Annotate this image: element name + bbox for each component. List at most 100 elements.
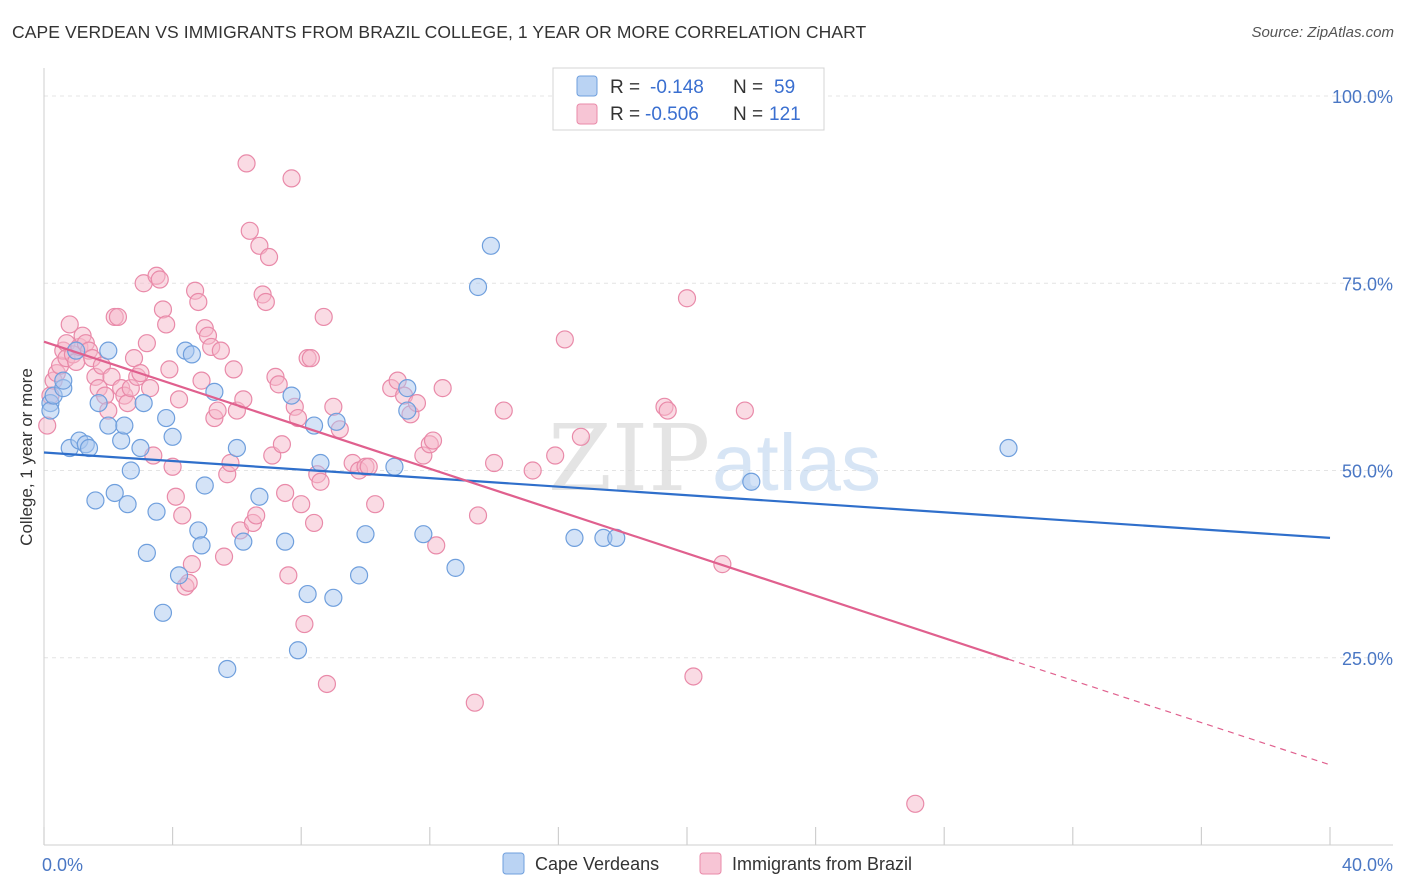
point-cape-verdeans-20	[134, 393, 153, 413]
legend-r-label-2: R =	[610, 104, 640, 125]
point-immigrants-from-brazil-95	[366, 495, 385, 514]
gridlines	[44, 95, 1393, 659]
point-immigrants-from-brazil-66	[247, 506, 266, 525]
point-immigrants-from-brazil-110	[523, 461, 542, 480]
point-cape-verdeans-9	[79, 438, 99, 458]
point-cape-verdeans-6	[67, 341, 86, 360]
point-cape-verdeans-58	[999, 438, 1018, 458]
point-immigrants-from-brazil-73	[269, 375, 288, 394]
point-immigrants-from-brazil-74	[272, 435, 292, 454]
point-cape-verdeans-21	[137, 543, 156, 562]
point-cape-verdeans-17	[118, 495, 137, 514]
point-immigrants-from-brazil-116	[677, 289, 697, 308]
point-immigrants-from-brazil-59	[224, 360, 243, 379]
bottom-legend-cape-verdeans: Cape Verdeans	[535, 854, 659, 874]
point-immigrants-from-brazil-32	[137, 334, 156, 353]
point-immigrants-from-brazil-106	[465, 693, 484, 712]
point-immigrants-from-brazil-109	[494, 401, 513, 420]
point-immigrants-from-brazil-69	[256, 292, 275, 312]
legend-swatch-pink	[576, 103, 598, 125]
x-tick-label-0: 0.0%	[42, 855, 83, 875]
point-cape-verdeans-30	[192, 536, 211, 555]
point-cape-verdeans-49	[398, 401, 417, 420]
point-immigrants-from-brazil-48	[189, 292, 208, 312]
point-immigrants-from-brazil-42	[169, 390, 189, 409]
point-cape-verdeans-16	[115, 416, 134, 435]
point-cape-verdeans-34	[227, 438, 246, 458]
point-cape-verdeans-45	[349, 566, 369, 585]
point-immigrants-from-brazil-79	[288, 408, 308, 428]
point-cape-verdeans-24	[157, 408, 176, 428]
point-cape-verdeans-37	[276, 532, 295, 551]
point-immigrants-from-brazil-55	[211, 341, 230, 360]
trend-line-dashed-immigrants-from-brazil	[1008, 658, 1331, 766]
point-cape-verdeans-40	[298, 584, 317, 604]
source-credit: Source: ZipAtlas.com	[1251, 24, 1394, 41]
point-cape-verdeans-14	[105, 483, 124, 503]
legend-box: R = -0.148 N = 59 R = -0.506 N = 121	[552, 67, 825, 131]
point-immigrants-from-brazil-43	[173, 506, 192, 525]
point-cape-verdeans-26	[169, 566, 189, 585]
point-cape-verdeans-31	[195, 476, 214, 495]
legend-n-value-2: 121	[769, 104, 801, 125]
y-tick-labels: 25.0% 50.0% 75.0% 100.0%	[1332, 87, 1393, 669]
point-immigrants-from-brazil-94	[359, 457, 378, 476]
point-cape-verdeans-52	[468, 277, 488, 297]
y-tick-label-2: 75.0%	[1342, 274, 1393, 294]
point-immigrants-from-brazil-36	[150, 270, 169, 289]
x-tick-labels: 0.0% 40.0%	[42, 855, 1393, 875]
y-tick-label-1: 50.0%	[1342, 462, 1393, 482]
point-immigrants-from-brazil-64	[240, 221, 259, 240]
legend-r-label-1: R =	[610, 77, 640, 98]
point-immigrants-from-brazil-103	[423, 431, 443, 450]
point-immigrants-from-brazil-107	[468, 506, 488, 525]
bottom-legend-immigrants-from-brazil: Immigrants from Brazil	[732, 854, 912, 874]
series-cape-verdeans	[41, 236, 1018, 679]
point-immigrants-from-brazil-46	[182, 555, 201, 574]
point-cape-verdeans-25	[163, 427, 182, 446]
watermark-atlas: atlas	[712, 418, 881, 507]
point-cape-verdeans-48	[398, 379, 417, 398]
point-immigrants-from-brazil-119	[735, 401, 754, 420]
trend-line-immigrants-from-brazil	[43, 340, 1009, 661]
point-immigrants-from-brazil-49	[192, 371, 211, 390]
point-cape-verdeans-28	[182, 345, 201, 364]
point-cape-verdeans-12	[99, 341, 118, 360]
point-immigrants-from-brazil-88	[317, 674, 337, 694]
point-immigrants-from-brazil-58	[221, 453, 240, 473]
point-immigrants-from-brazil-8	[60, 315, 79, 334]
point-cape-verdeans-57	[742, 472, 761, 491]
point-cape-verdeans-22	[147, 502, 166, 521]
point-immigrants-from-brazil-76	[279, 566, 298, 585]
point-immigrants-from-brazil-33	[140, 379, 160, 398]
chart-title: CAPE VERDEAN VS IMMIGRANTS FROM BRAZIL C…	[12, 22, 867, 42]
point-cape-verdeans-54	[565, 528, 584, 548]
point-immigrants-from-brazil-75	[276, 483, 295, 503]
point-cape-verdeans-46	[356, 525, 375, 544]
point-immigrants-from-brazil-89	[324, 397, 343, 416]
y-tick-label-3: 100.0%	[1332, 87, 1393, 107]
point-immigrants-from-brazil-117	[684, 667, 703, 686]
legend-r-value-1: -0.148	[650, 77, 704, 98]
point-immigrants-from-brazil-56	[214, 547, 234, 566]
point-cape-verdeans-42	[311, 453, 330, 473]
point-immigrants-from-brazil-40	[163, 457, 182, 476]
legend-n-value-1: 59	[774, 77, 795, 98]
point-cape-verdeans-13	[99, 416, 118, 435]
point-cape-verdeans-29	[189, 521, 208, 540]
point-cape-verdeans-4	[54, 371, 73, 390]
legend-swatch-blue	[576, 75, 598, 97]
trend-lines	[43, 340, 1331, 766]
point-immigrants-from-brazil-63	[237, 154, 256, 173]
point-immigrants-from-brazil-112	[555, 330, 574, 349]
point-immigrants-from-brazil-37	[153, 300, 173, 319]
point-immigrants-from-brazil-41	[166, 487, 185, 506]
point-immigrants-from-brazil-26	[118, 393, 137, 413]
x-tick-label-1: 40.0%	[1342, 855, 1393, 875]
point-immigrants-from-brazil-120	[906, 794, 925, 813]
series-immigrants-from-brazil	[38, 154, 925, 813]
bottom-legend-swatch-pink	[699, 852, 722, 875]
point-cape-verdeans-15	[112, 431, 131, 450]
point-immigrants-from-brazil-28	[124, 349, 144, 368]
point-immigrants-from-brazil-113	[571, 427, 591, 446]
